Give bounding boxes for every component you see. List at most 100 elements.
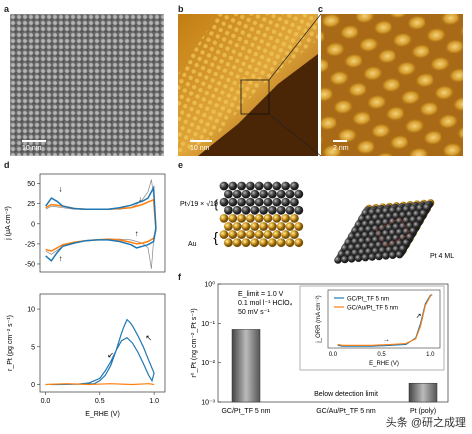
inset-series-line [337, 294, 433, 346]
pt-atom [246, 197, 255, 207]
au-atom [281, 230, 290, 239]
sweep-arrow: ↑ [135, 229, 139, 238]
au-atom [237, 230, 246, 239]
dissolution-bar-chart: 10⁰ 10⁻¹ 10⁻² 10⁻³ r⁰_Pt (ng cm⁻²_Pt s⁻¹) GC/… [190, 281, 449, 415]
pt-atom [228, 197, 238, 207]
watermark: 头条 @研之成理 [385, 417, 466, 429]
panel-label-b: b [178, 4, 184, 14]
stm-texture-b [178, 14, 318, 156]
au-atom [254, 213, 264, 223]
au-atom [268, 222, 277, 231]
pt-atom [232, 205, 242, 215]
au-atom [254, 230, 264, 239]
pt-atom [241, 205, 251, 215]
x-axis-label: E_RHE (V) [85, 411, 120, 418]
pt-atom [259, 205, 268, 215]
condition-text: E_limit = 1.0 V [238, 291, 284, 298]
scalebar-c [333, 140, 347, 142]
stm-image-a: 10 nm [10, 14, 164, 156]
side-view-slab: {{ [213, 181, 304, 248]
legend-label: GC/Pt_TF 5 nm [347, 297, 389, 303]
inset-x-tick-label: 1.0 [426, 352, 435, 358]
pt-atom [259, 189, 268, 199]
y-tick-label: 10⁻¹ [201, 321, 215, 328]
plot-frame [39, 173, 166, 273]
pt-atom [272, 181, 282, 191]
au-atom [263, 230, 273, 239]
zoom-box-b [240, 79, 270, 115]
au-atom [250, 238, 260, 248]
pt-atom [285, 205, 295, 215]
inset-x-tick-label: 0.0 [329, 352, 338, 358]
sweep-arrow: ↓ [58, 185, 62, 194]
y-axis-label: r⁰_Pt (ng cm⁻²_Pt s⁻¹) [190, 308, 198, 377]
x-category-label: GC/Pt_TF 5 nm [221, 408, 270, 415]
inset-frame [327, 289, 441, 349]
pt-atom [341, 255, 349, 264]
pt-atom [268, 189, 277, 199]
au-atom [276, 238, 286, 248]
au-atom [285, 222, 295, 231]
legend-label: GC/Au/Pt_TF 5 nm [347, 306, 398, 312]
au-atom [224, 238, 233, 248]
y-tick-label: 10⁰ [204, 281, 215, 289]
bar [231, 329, 261, 403]
y-tick-label: 10⁻³ [201, 400, 215, 407]
au-atom [232, 238, 242, 248]
scalebar-label-b: 10 nm [190, 145, 210, 152]
sweep-arrow: ↙ [107, 350, 114, 359]
y-axis-label: j (μA cm⁻²) [5, 206, 12, 241]
pt-atom [290, 197, 299, 207]
panel-label-c: c [318, 4, 324, 14]
panel-label-a: a [4, 4, 10, 14]
pt-atom [412, 221, 421, 229]
atomic-model: {{ Pt√19 × √19 Au Pt 4 ML [180, 181, 454, 264]
au-atom [246, 213, 255, 223]
pt-atom [254, 181, 264, 191]
au-atom [272, 213, 282, 223]
pt-atom [388, 251, 397, 259]
x-tick-label: 0.5 [95, 398, 105, 405]
pt-atom [219, 181, 229, 191]
dissolution-chart: 10 5 0 0.0 0.5 1.0 E_RHE (V) r_Pt (pg cm⁻² s⁻¹)… [7, 293, 166, 418]
y-tick-label: 50 [27, 181, 35, 188]
zoom-connectors [268, 13, 322, 157]
y-tick-label: 10⁻² [201, 360, 215, 367]
y-tick-label: 25 [27, 201, 35, 208]
sweep-arrow: ↑ [58, 254, 62, 263]
x-category-label: Pt (poly) [410, 408, 436, 415]
cv-series-line [45, 185, 157, 262]
cv-chart: 50 25 0 -25 -50 j (μA cm⁻²) ↓ ↓ ↑ ↑ [5, 173, 166, 273]
pt-atom [399, 244, 407, 253]
below-detection-note: Below detection limit [314, 391, 378, 398]
au-atom [246, 230, 255, 239]
panel-label-e: e [178, 160, 184, 170]
scalebar-b [190, 140, 212, 142]
plot-frame [39, 293, 166, 393]
scalebar-label-a: 10 nm [22, 145, 42, 152]
dissolution-series-line [45, 383, 155, 386]
stm-texture-c [321, 14, 463, 156]
pt-atom [276, 189, 286, 199]
au-atom [259, 222, 268, 231]
au-atom [290, 213, 299, 223]
pt-atom [290, 181, 299, 191]
pt-atom [241, 189, 251, 199]
sweep-arrow: → [383, 337, 390, 344]
pt-atom [237, 181, 246, 191]
y-tick-label: -25 [25, 241, 35, 248]
condition-text: 0.1 mol l⁻¹ HClO₄ [238, 300, 293, 307]
au-atom [241, 222, 251, 231]
au-atom [232, 222, 242, 231]
y-tick-label: -50 [25, 261, 35, 268]
pt-atom [250, 205, 260, 215]
inset-series-line [337, 294, 433, 347]
y-axis-label: r_Pt (pg cm⁻² s⁻¹) [7, 315, 14, 371]
scalebar-label-c: 2 nm [333, 145, 349, 152]
pt-atom [423, 203, 431, 212]
stm-texture-a [10, 14, 164, 156]
pt-atom [368, 253, 376, 261]
sweep-arrow: ↗ [416, 313, 422, 320]
tilted-view-slab [334, 199, 435, 264]
au-atom [250, 222, 260, 231]
